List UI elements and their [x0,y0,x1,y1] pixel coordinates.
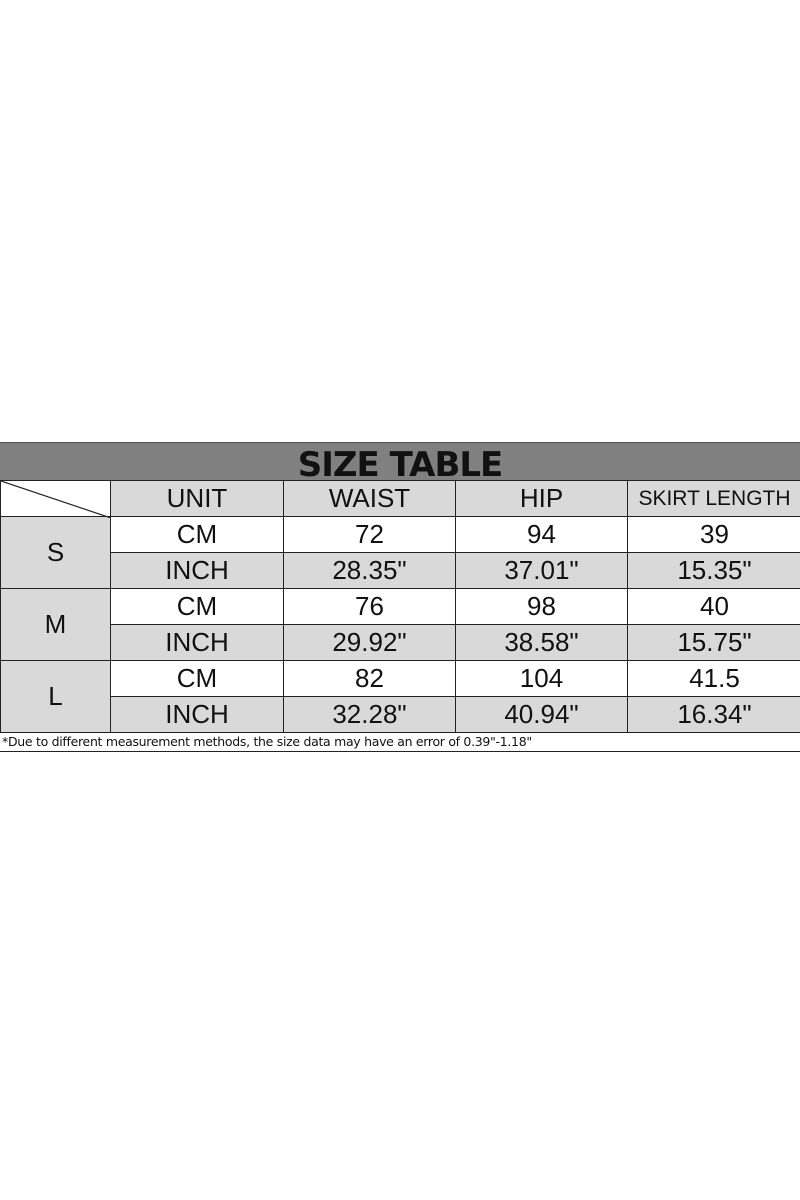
value-cell: 76 [283,588,456,625]
size-label: S [0,516,111,589]
value-cell: 32.28" [283,696,456,733]
table-row: S CM 72 94 39 [0,516,800,589]
value-cell: 82 [283,660,456,697]
header-hip: HIP [455,480,628,517]
table-row: M CM 76 98 40 [0,588,800,661]
table-row: INCH 29.92" 38.58" 15.75" [1,624,800,661]
unit-cell: INCH [110,696,284,733]
value-cell: 37.01" [455,552,628,589]
value-cell: 104 [455,660,628,697]
value-cell: 41.5 [627,660,800,697]
unit-cell: INCH [110,552,284,589]
unit-cell: CM [110,516,284,553]
size-label: M [0,588,111,661]
value-cell: 72 [283,516,456,553]
value-cell: 40 [627,588,800,625]
value-cell: 15.75" [627,624,800,661]
unit-cell: CM [110,660,284,697]
value-cell: 39 [627,516,800,553]
value-cell: 16.34" [627,696,800,733]
size-grid: UNIT WAIST HIP SKIRT LENGTH S CM 72 94 39 INC… [0,480,800,733]
header-waist: WAIST [283,480,456,517]
value-cell: 38.58" [455,624,628,661]
header-skirt-length: SKIRT LENGTH [627,480,800,517]
value-cell: 29.92" [283,624,456,661]
value-cell: 94 [455,516,628,553]
value-cell: 15.35" [627,552,800,589]
table-row: INCH 28.35" 37.01" 15.35" [1,552,800,589]
corner-cell [0,480,111,518]
value-cell: 40.94" [455,696,628,733]
header-unit: UNIT [110,480,284,517]
table-row: INCH 32.28" 40.94" 16.34" [1,696,800,733]
header-row: UNIT WAIST HIP SKIRT LENGTH [0,480,800,518]
size-label: L [0,660,111,733]
footnote: *Due to different measurement methods, t… [0,733,800,752]
value-cell: 98 [455,588,628,625]
unit-cell: INCH [110,624,284,661]
table-title: SIZE TABLE [0,442,800,485]
size-table: SIZE TABLE UNIT WAIST HIP SKIRT LENGTH S… [0,442,800,752]
table-row: L CM 82 104 41.5 [0,660,800,733]
value-cell: 28.35" [283,552,456,589]
unit-cell: CM [110,588,284,625]
